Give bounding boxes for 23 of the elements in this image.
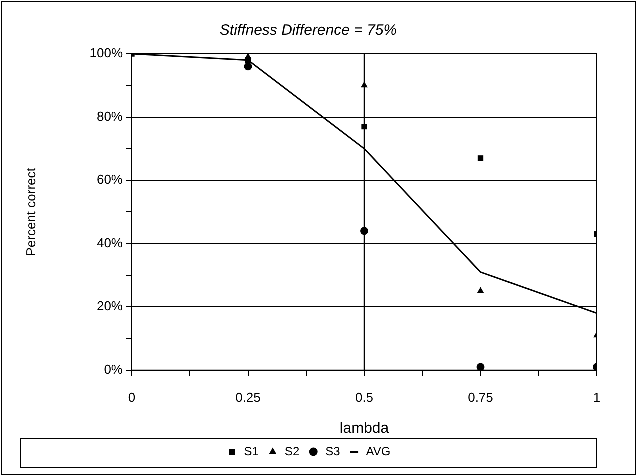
point [477, 287, 484, 294]
x-tick-label: 0.25 [236, 390, 261, 405]
x-axis-title: lambda [340, 420, 390, 438]
y-tick-label: 40% [96, 235, 124, 250]
legend-label: S3 [326, 444, 341, 458]
y-axis-title: Percent correct [23, 168, 38, 256]
point [244, 62, 252, 71]
y-tick-label: 20% [96, 298, 124, 314]
x-tick-label: 0.75 [468, 390, 494, 405]
legend-label: AVG [366, 444, 391, 458]
point [478, 156, 484, 162]
legend-label: S2 [284, 444, 300, 458]
legend-label: S1 [244, 444, 260, 458]
x-tick-label: 0 [128, 390, 136, 405]
y-tick-label: 0% [104, 362, 124, 377]
point [476, 363, 485, 370]
x-tick-label: 0.5 [355, 390, 374, 405]
chart-title: Stiffness Difference = 75% [220, 22, 398, 40]
y-tick-label: 60% [96, 172, 124, 188]
point [244, 54, 252, 60]
y-tick-label: 100% [90, 46, 124, 61]
x-tick-label: 1 [593, 390, 601, 405]
y-tick-label: 80% [96, 108, 124, 124]
